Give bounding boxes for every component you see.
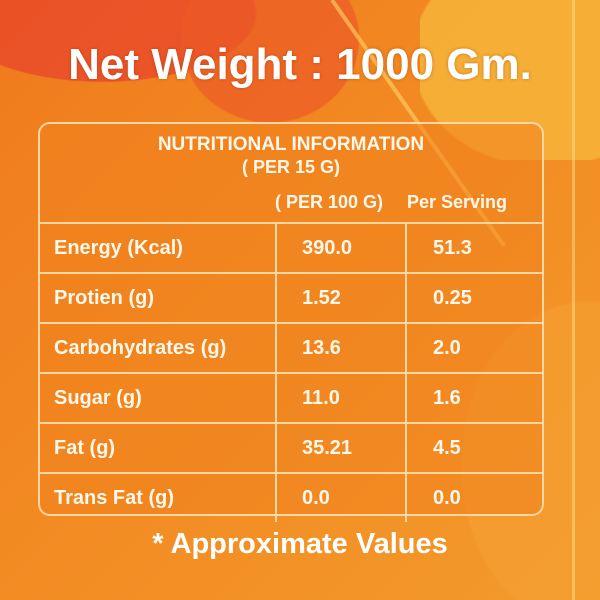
table-header: NUTRITIONAL INFORMATION ( PER 15 G) ( PE… bbox=[40, 124, 542, 224]
table-body: Energy (Kcal) 390.0 51.3 Protien (g) 1.52 0.2… bbox=[40, 224, 542, 522]
per-100g-value: 35.21 bbox=[277, 424, 407, 472]
per-serving-value: 2.0 bbox=[433, 336, 461, 359]
per-serving-value: 4.5 bbox=[433, 436, 461, 459]
column-header-per-serving: Per Serving bbox=[407, 192, 508, 212]
table-subtitle: ( PER 15 G) bbox=[241, 157, 341, 177]
table-row: Energy (Kcal) 390.0 51.3 bbox=[40, 224, 542, 274]
nutrient-label: Energy (Kcal) bbox=[40, 224, 277, 272]
nutrient-label: Fat (g) bbox=[40, 424, 277, 472]
footnote: * Approximate Values bbox=[152, 528, 448, 560]
background-shape bbox=[180, 0, 360, 130]
per-100g-value: 11.0 bbox=[277, 374, 407, 422]
table-row: Trans Fat (g) 0.0 0.0 bbox=[40, 474, 542, 522]
per-100g-value: 0.0 bbox=[277, 474, 407, 522]
table-row: Fat (g) 35.21 4.5 bbox=[40, 424, 542, 474]
table-row: Sugar (g) 11.0 1.6 bbox=[40, 374, 542, 424]
nutrient-label: Protien (g) bbox=[40, 274, 277, 322]
nutrition-table: NUTRITIONAL INFORMATION ( PER 15 G) ( PE… bbox=[38, 122, 544, 522]
table-row: Carbohydrates (g) 13.6 2.0 bbox=[40, 324, 542, 374]
nutrient-label: Sugar (g) bbox=[40, 374, 277, 422]
per-serving-value: 1.6 bbox=[433, 386, 461, 409]
table-title: NUTRITIONAL INFORMATION bbox=[157, 134, 425, 155]
column-header-per-100g: ( PER 100 G) bbox=[275, 192, 384, 212]
net-weight: Net Weight : 1000 Gm. bbox=[68, 40, 532, 89]
decorative-line bbox=[572, 0, 575, 600]
nutrient-label: Trans Fat (g) bbox=[40, 474, 277, 522]
nutrient-label: Carbohydrates (g) bbox=[40, 324, 277, 372]
per-100g-value: 1.52 bbox=[277, 274, 407, 322]
table-row: Protien (g) 1.52 0.25 bbox=[40, 274, 542, 324]
per-serving-value: 0.0 bbox=[433, 486, 461, 509]
per-serving-value: 0.25 bbox=[433, 286, 472, 309]
per-100g-value: 390.0 bbox=[277, 224, 407, 272]
per-serving-value: 51.3 bbox=[433, 236, 472, 259]
per-100g-value: 13.6 bbox=[277, 324, 407, 372]
